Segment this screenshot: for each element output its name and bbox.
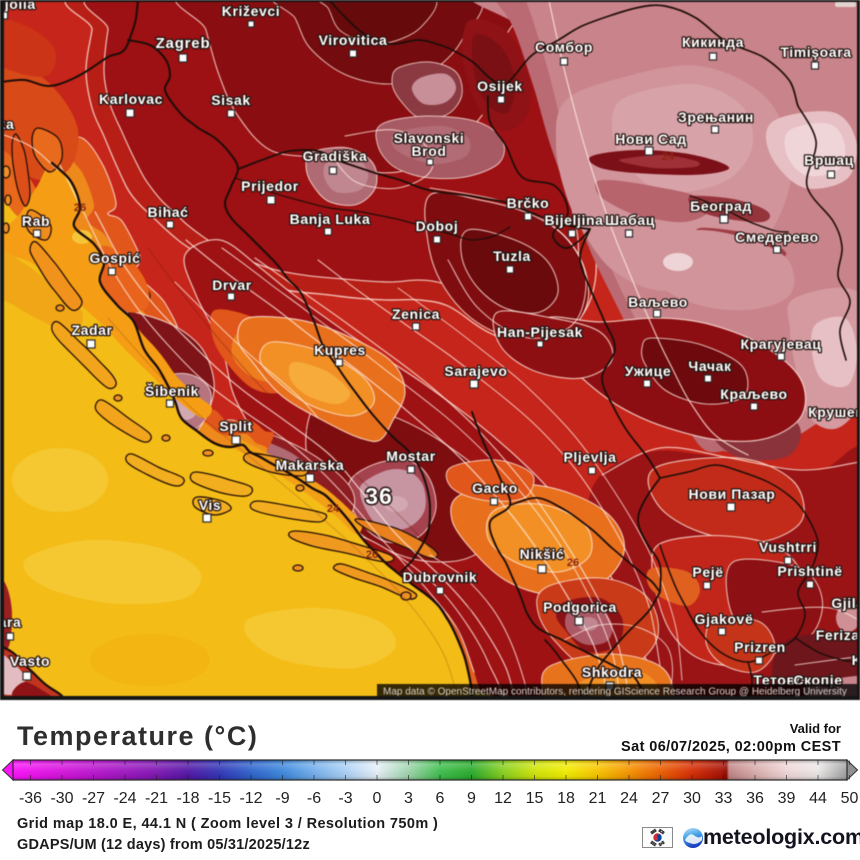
svg-text:36: 36	[746, 790, 764, 807]
svg-text:Нови Пазар: Нови Пазар	[689, 486, 776, 502]
svg-text:24: 24	[327, 503, 340, 515]
svg-text:24: 24	[620, 790, 638, 807]
svg-text:-9: -9	[275, 790, 289, 807]
svg-text:Karlovac: Karlovac	[99, 91, 163, 107]
svg-text:Zenica: Zenica	[392, 306, 440, 322]
svg-text:Timişoara: Timişoara	[780, 44, 851, 60]
svg-text:Mostar: Mostar	[386, 448, 436, 464]
svg-text:-18: -18	[176, 790, 199, 807]
svg-text:Zadar: Zadar	[71, 322, 112, 338]
svg-text:Pljevlja: Pljevlja	[563, 449, 616, 465]
svg-text:Dubrovnik: Dubrovnik	[403, 569, 478, 585]
svg-text:ljolla: ljolla	[0, 0, 36, 12]
svg-text:30: 30	[683, 790, 701, 807]
svg-text:Drvar: Drvar	[212, 277, 252, 293]
svg-text:-3: -3	[338, 790, 352, 807]
svg-text:Gjila: Gjila	[831, 595, 860, 611]
svg-text:27: 27	[652, 790, 670, 807]
svg-text:21: 21	[589, 790, 607, 807]
svg-text:Gradiška: Gradiška	[303, 148, 368, 164]
svg-text:Bihać: Bihać	[147, 204, 188, 220]
svg-text:-27: -27	[82, 790, 105, 807]
svg-text:3: 3	[404, 790, 413, 807]
svg-text:Makarska: Makarska	[276, 457, 345, 473]
svg-text:Zagreb: Zagreb	[156, 35, 211, 52]
svg-text:36: 36	[365, 483, 393, 509]
svg-text:Gacko: Gacko	[472, 480, 518, 496]
svg-text:Краљево: Краљево	[720, 386, 787, 402]
svg-text:Крагујевац: Крагујевац	[741, 336, 822, 352]
svg-text:9: 9	[467, 790, 476, 807]
svg-text:Vasto: Vasto	[10, 653, 50, 669]
svg-text:Tuzla: Tuzla	[493, 248, 531, 264]
svg-text:-6: -6	[307, 790, 321, 807]
svg-text:Prishtinë: Prishtinë	[777, 563, 842, 579]
svg-text:Podgorica: Podgorica	[543, 599, 617, 615]
svg-text:26: 26	[567, 557, 579, 569]
svg-text:Ужице: Ужице	[625, 363, 671, 379]
svg-text:Rab: Rab	[22, 213, 50, 229]
svg-text:Ferizaj: Ferizaj	[816, 627, 860, 643]
svg-text:Slavonski: Slavonski	[394, 130, 465, 146]
svg-text:-24: -24	[113, 790, 136, 807]
svg-text:Сомбор: Сомбор	[535, 39, 593, 55]
svg-text:50: 50	[841, 790, 859, 807]
svg-text:-12: -12	[239, 790, 262, 807]
svg-text:18: 18	[557, 790, 575, 807]
svg-text:Крушевац: Крушевац	[808, 404, 860, 420]
svg-text:Osijek: Osijek	[477, 78, 523, 94]
svg-text:Вршац: Вршац	[804, 152, 854, 168]
svg-text:15: 15	[526, 790, 544, 807]
svg-text:44: 44	[809, 790, 827, 807]
svg-text:26: 26	[366, 549, 378, 561]
svg-text:Bijeljina: Bijeljina	[544, 212, 603, 228]
svg-text:Kupres: Kupres	[314, 342, 366, 358]
svg-text:Brčko: Brčko	[507, 195, 550, 211]
svg-text:0: 0	[373, 790, 382, 807]
svg-text:39: 39	[778, 790, 796, 807]
svg-text:Prizren: Prizren	[734, 639, 786, 655]
svg-text:Београд: Београд	[690, 198, 752, 214]
svg-text:Šibenik: Šibenik	[145, 382, 199, 399]
svg-text:-30: -30	[50, 790, 73, 807]
svg-text:Map data © OpenStreetMap contr: Map data © OpenStreetMap contributors, r…	[383, 687, 847, 698]
svg-text:Gospić: Gospić	[89, 250, 140, 266]
svg-text:Banja Luka: Banja Luka	[290, 211, 371, 227]
svg-text:Смедерево: Смедерево	[735, 229, 819, 245]
svg-text:Sisak: Sisak	[211, 92, 251, 108]
svg-text:Vushtrri: Vushtrri	[759, 539, 817, 555]
svg-text:Vis: Vis	[199, 497, 222, 513]
svg-text:Pejë: Pejë	[692, 564, 723, 580]
svg-text:Шабац: Шабац	[605, 212, 655, 228]
svg-text:Virovitica: Virovitica	[319, 32, 388, 48]
svg-text:Nikšić: Nikšić	[520, 546, 565, 562]
svg-text:6: 6	[436, 790, 445, 807]
svg-text:K: K	[852, 652, 860, 668]
svg-text:Doboj: Doboj	[416, 218, 459, 234]
svg-text:ara: ara	[0, 614, 21, 630]
svg-text:Prijedor: Prijedor	[241, 178, 299, 194]
svg-text:Ваљево: Ваљево	[628, 294, 688, 310]
svg-text:Križevci: Križevci	[222, 3, 281, 19]
svg-text:24: 24	[662, 151, 675, 163]
svg-text:26: 26	[74, 202, 86, 214]
svg-text:12: 12	[494, 790, 512, 807]
svg-text:Нови Сад: Нови Сад	[615, 131, 687, 147]
svg-text:33: 33	[715, 790, 733, 807]
svg-text:-21: -21	[145, 790, 168, 807]
svg-text:Brod: Brod	[411, 143, 446, 159]
svg-text:Чачак: Чачак	[688, 358, 732, 374]
svg-text:Split: Split	[219, 418, 252, 434]
svg-text:-36: -36	[19, 790, 42, 807]
svg-text:Gjakovë: Gjakovë	[695, 611, 754, 627]
svg-text:-15: -15	[208, 790, 231, 807]
svg-text:Sarajevo: Sarajevo	[444, 363, 507, 379]
svg-text:Shkodra: Shkodra	[582, 664, 642, 680]
svg-text:Зрењанин: Зрењанин	[678, 109, 754, 125]
svg-text:Кикинда: Кикинда	[682, 34, 744, 50]
svg-text:Han-Pijesak: Han-Pijesak	[497, 324, 583, 340]
